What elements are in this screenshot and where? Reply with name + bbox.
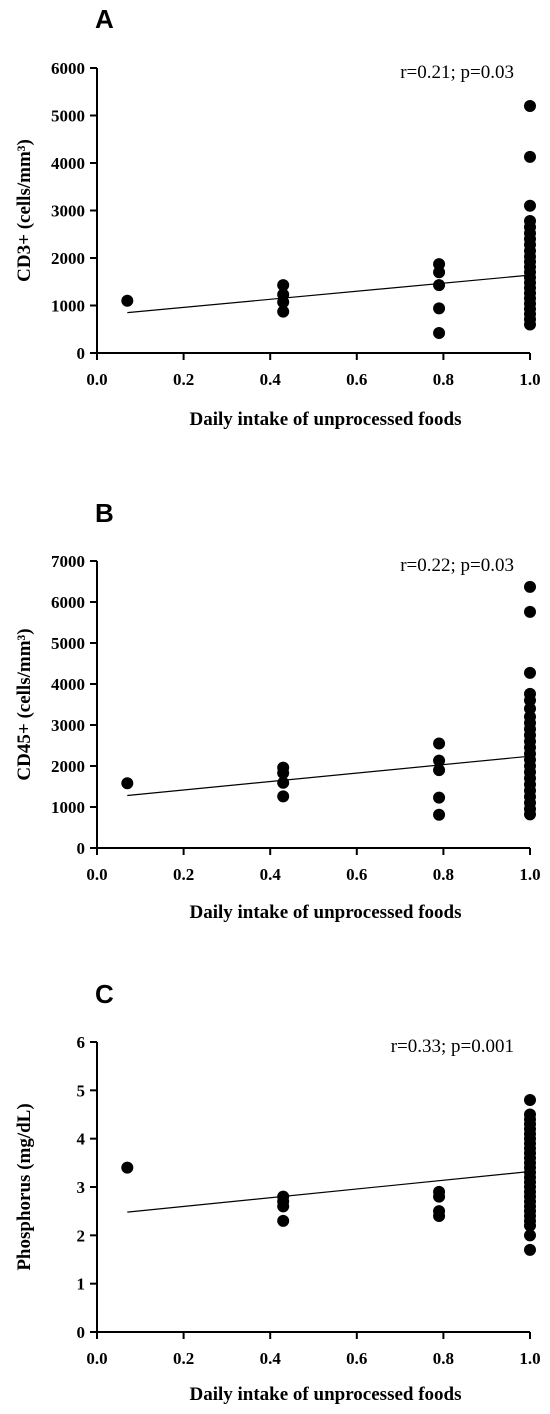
y-axis-title: Phosphorus (mg/dL) xyxy=(14,1103,35,1270)
data-point xyxy=(433,327,446,340)
data-point xyxy=(433,279,446,292)
data-point xyxy=(277,305,290,318)
x-tick-label: 0.4 xyxy=(260,1349,282,1368)
correlation-annotation: r=0.33; p=0.001 xyxy=(391,1036,514,1057)
data-point xyxy=(433,791,446,804)
y-tick-label: 6000 xyxy=(51,59,85,78)
y-tick-label: 3000 xyxy=(51,202,85,221)
y-tick-label: 4000 xyxy=(51,154,85,173)
y-tick-label: 1000 xyxy=(51,297,85,316)
x-tick-label: 0.8 xyxy=(433,865,454,884)
y-tick-label: 6 xyxy=(77,1033,86,1052)
data-point xyxy=(433,764,446,777)
x-tick-label: 0.2 xyxy=(173,1349,194,1368)
data-point xyxy=(277,766,290,779)
data-point xyxy=(433,1210,446,1222)
y-tick-label: 4000 xyxy=(51,675,85,694)
panel-letter: C xyxy=(95,979,114,1009)
x-tick-label: 1.0 xyxy=(519,370,540,389)
data-point xyxy=(277,790,290,803)
correlation-annotation: r=0.21; p=0.03 xyxy=(400,62,514,83)
y-tick-label: 5 xyxy=(77,1081,86,1100)
data-point xyxy=(121,777,134,790)
y-tick-label: 0 xyxy=(77,1323,86,1342)
x-tick-label: 0.2 xyxy=(173,370,194,389)
data-point xyxy=(433,302,446,315)
data-point xyxy=(524,100,536,112)
x-axis-title: Daily intake of unprocessed foods xyxy=(189,1384,461,1405)
data-point xyxy=(433,1190,446,1203)
data-point xyxy=(524,808,536,821)
data-point xyxy=(277,1214,290,1227)
x-tick-label: 0.0 xyxy=(86,1349,107,1368)
x-tick-label: 1.0 xyxy=(519,865,540,884)
data-point xyxy=(524,1094,536,1106)
data-point xyxy=(524,199,536,212)
y-axis-title: CD3+ (cells/mm³) xyxy=(14,139,35,282)
data-point xyxy=(524,694,536,707)
regression-line xyxy=(127,755,531,797)
x-tick-label: 0.4 xyxy=(260,370,282,389)
data-point xyxy=(524,580,536,593)
x-tick-label: 0.4 xyxy=(260,865,282,884)
x-tick-label: 1.0 xyxy=(519,1349,540,1368)
data-point xyxy=(277,1200,290,1213)
y-tick-label: 2 xyxy=(77,1226,86,1245)
data-point xyxy=(121,1161,134,1174)
x-tick-label: 0.6 xyxy=(346,370,367,389)
regression-line xyxy=(127,274,531,314)
data-point xyxy=(524,605,536,618)
x-tick-label: 0.8 xyxy=(433,1349,454,1368)
y-tick-label: 7000 xyxy=(51,552,85,571)
data-point xyxy=(524,1229,536,1242)
data-point xyxy=(433,754,446,767)
data-point xyxy=(524,150,536,163)
panel-b: B 0 1000 2000 3000 4000 5000 6000 7000 0.0 0.2 0.4 0… xyxy=(14,498,541,923)
y-tick-label: 1000 xyxy=(51,798,85,817)
x-tick-label: 0.8 xyxy=(433,370,454,389)
panel-letter: A xyxy=(95,4,114,34)
panel-a: A 0 1000 2000 3000 4000 5000 6000 0.0 0.2 0.4 0.6 0.… xyxy=(14,4,541,430)
x-axis-title: Daily intake of unprocessed foods xyxy=(189,902,461,923)
y-tick-label: 1 xyxy=(77,1275,86,1294)
x-tick-label: 0.2 xyxy=(173,865,194,884)
data-point xyxy=(433,737,446,750)
y-tick-label: 0 xyxy=(77,839,86,858)
data-point xyxy=(433,808,446,821)
correlation-annotation: r=0.22; p=0.03 xyxy=(400,555,514,576)
data-point xyxy=(524,702,536,715)
x-tick-label: 0.0 xyxy=(86,370,107,389)
y-tick-label: 3000 xyxy=(51,716,85,735)
y-tick-label: 6000 xyxy=(51,593,85,612)
data-point xyxy=(277,776,290,789)
y-tick-label: 2000 xyxy=(51,757,85,776)
data-point xyxy=(524,1219,536,1232)
x-tick-label: 0.6 xyxy=(346,865,367,884)
y-tick-label: 3 xyxy=(77,1178,86,1197)
x-tick-label: 0.6 xyxy=(346,1349,367,1368)
data-point xyxy=(524,666,536,679)
x-tick-label: 0.0 xyxy=(86,865,107,884)
data-point xyxy=(277,279,290,292)
y-tick-label: 4 xyxy=(77,1130,86,1149)
data-point xyxy=(277,296,290,309)
data-point xyxy=(433,266,446,279)
data-point xyxy=(524,318,536,331)
y-tick-label: 5000 xyxy=(51,634,85,653)
y-tick-label: 2000 xyxy=(51,249,85,268)
y-axis-title: CD45+ (cells/mm³) xyxy=(14,628,35,780)
data-point xyxy=(524,1243,536,1256)
data-point xyxy=(121,294,134,307)
y-tick-label: 5000 xyxy=(51,107,85,126)
x-axis-title: Daily intake of unprocessed foods xyxy=(189,409,461,430)
panel-c: C 0 1 2 3 4 5 6 0.0 0.2 0.4 0.6 0.8 1.0 Daily intake o… xyxy=(14,979,541,1405)
panel-letter: B xyxy=(95,498,114,528)
y-tick-label: 0 xyxy=(77,344,86,363)
regression-line xyxy=(127,1170,531,1213)
